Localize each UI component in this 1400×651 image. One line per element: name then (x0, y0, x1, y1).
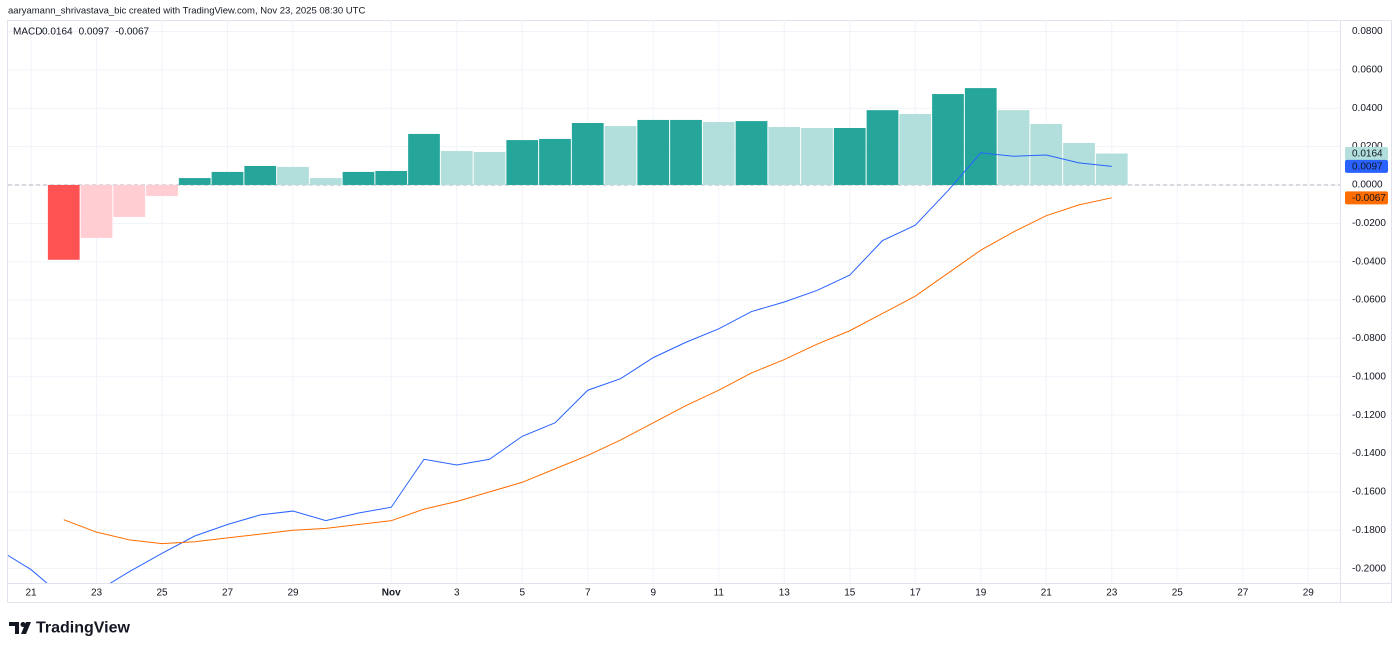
chart-frame (7, 20, 1392, 603)
y-tick-label: -0.0200 (1352, 218, 1386, 229)
histogram-bar (277, 166, 309, 185)
histogram-bar (801, 127, 833, 185)
x-tick-label: 21 (25, 588, 37, 599)
plot-area (8, 88, 1340, 583)
line-series (8, 152, 1112, 583)
y-tick-label: -0.0800 (1352, 333, 1386, 344)
histogram-bar (604, 126, 637, 185)
histogram-bar (113, 184, 146, 218)
x-tick-label: 9 (650, 588, 656, 599)
y-tick-label: 0.0400 (1352, 103, 1383, 114)
x-tick-label: 17 (910, 588, 922, 599)
histogram-bar (211, 171, 244, 185)
histogram-bar (899, 113, 932, 185)
x-tick-label: 23 (1106, 588, 1118, 599)
logo-shape (9, 622, 19, 634)
logo-shape (21, 622, 31, 634)
y-tick-label: 0.0800 (1352, 26, 1383, 37)
legend-value: -0.0067 (115, 27, 149, 38)
histogram-bar (571, 123, 604, 185)
x-tick-label: 13 (779, 588, 791, 599)
y-tick-label: -0.1000 (1352, 371, 1386, 382)
histogram-bar (932, 94, 964, 185)
y-tick-label: -0.1600 (1352, 487, 1386, 498)
histogram-bar (735, 121, 768, 185)
histogram-bar (768, 127, 801, 185)
histogram-bar (342, 171, 375, 185)
histogram-bar (866, 110, 899, 185)
histogram-bar (702, 122, 735, 185)
y-tick-label: 0.0600 (1352, 65, 1383, 76)
legend-value: 0.0164 (42, 27, 73, 38)
histogram-bar (146, 184, 178, 196)
histogram-bar (440, 151, 473, 185)
indicator-name: MACD (13, 27, 42, 38)
x-tick-label: 27 (1237, 588, 1249, 599)
histogram-bar (539, 138, 571, 185)
logo-shape (20, 622, 26, 627)
histogram-bar (1095, 153, 1128, 185)
legend: MACD 0.0164 0.0097 -0.0067 (13, 27, 150, 38)
histogram-bar (375, 170, 408, 185)
histogram-bar (833, 127, 866, 185)
x-tick-label: 25 (1172, 588, 1184, 599)
x-tick-label: 15 (844, 588, 856, 599)
histogram-bar (1030, 123, 1063, 185)
brand-logo: TradingView (9, 620, 131, 637)
x-tick-label: 27 (222, 588, 234, 599)
price-badge-label: 0.0164 (1352, 149, 1383, 160)
histogram-bar (244, 165, 277, 185)
x-tick-label: 19 (975, 588, 987, 599)
x-tick-label: 21 (1041, 588, 1053, 599)
x-tick-label: 7 (585, 588, 591, 599)
x-tick-label: 11 (714, 588, 725, 599)
x-tick-label: 23 (91, 588, 103, 599)
brand-name: TradingView (36, 620, 131, 637)
legend-value: 0.0097 (79, 27, 110, 38)
y-tick-label: -0.0600 (1352, 295, 1386, 306)
x-tick-label: 29 (287, 588, 299, 599)
x-tick-label: Nov (382, 588, 401, 599)
histogram-bar (80, 184, 113, 238)
line-series (63, 197, 1112, 545)
x-tick-label: 3 (454, 588, 460, 599)
x-tick-label: 25 (156, 588, 168, 599)
x-tick-label: 5 (519, 588, 525, 599)
histogram-bar (670, 119, 702, 185)
histogram-bar (506, 140, 539, 185)
y-tick-label: 0.0200 (1352, 141, 1383, 152)
histogram-bar (473, 151, 506, 185)
histogram-bar (637, 119, 670, 185)
histogram-bar (47, 184, 80, 260)
histogram-bar (408, 133, 440, 185)
price-badge-label: -0.0067 (1352, 193, 1386, 204)
histogram-bar (178, 178, 211, 185)
price-badge (1345, 147, 1388, 161)
histogram-bar (309, 178, 342, 185)
price-badge (1345, 159, 1388, 173)
y-tick-label: -0.1800 (1352, 525, 1386, 536)
y-tick-label: -0.2000 (1352, 563, 1386, 574)
histogram-bar (997, 110, 1030, 185)
grid (8, 20, 1340, 583)
y-tick-label: -0.1400 (1352, 448, 1386, 459)
y-tick-label: 0.0000 (1352, 180, 1383, 191)
chart-title: aaryamann_shrivastava_bic created with T… (8, 6, 365, 17)
histogram-bar (964, 88, 997, 185)
axes: 0.0800 0.0600 0.0400 0.0200 0.0000 -0.0200 -0.… (25, 26, 1388, 599)
x-tick-label: 29 (1303, 588, 1315, 599)
y-tick-label: -0.0400 (1352, 256, 1386, 267)
price-badge (1345, 191, 1388, 205)
price-badge-label: 0.0097 (1352, 162, 1383, 173)
y-tick-label: -0.1200 (1352, 410, 1386, 421)
